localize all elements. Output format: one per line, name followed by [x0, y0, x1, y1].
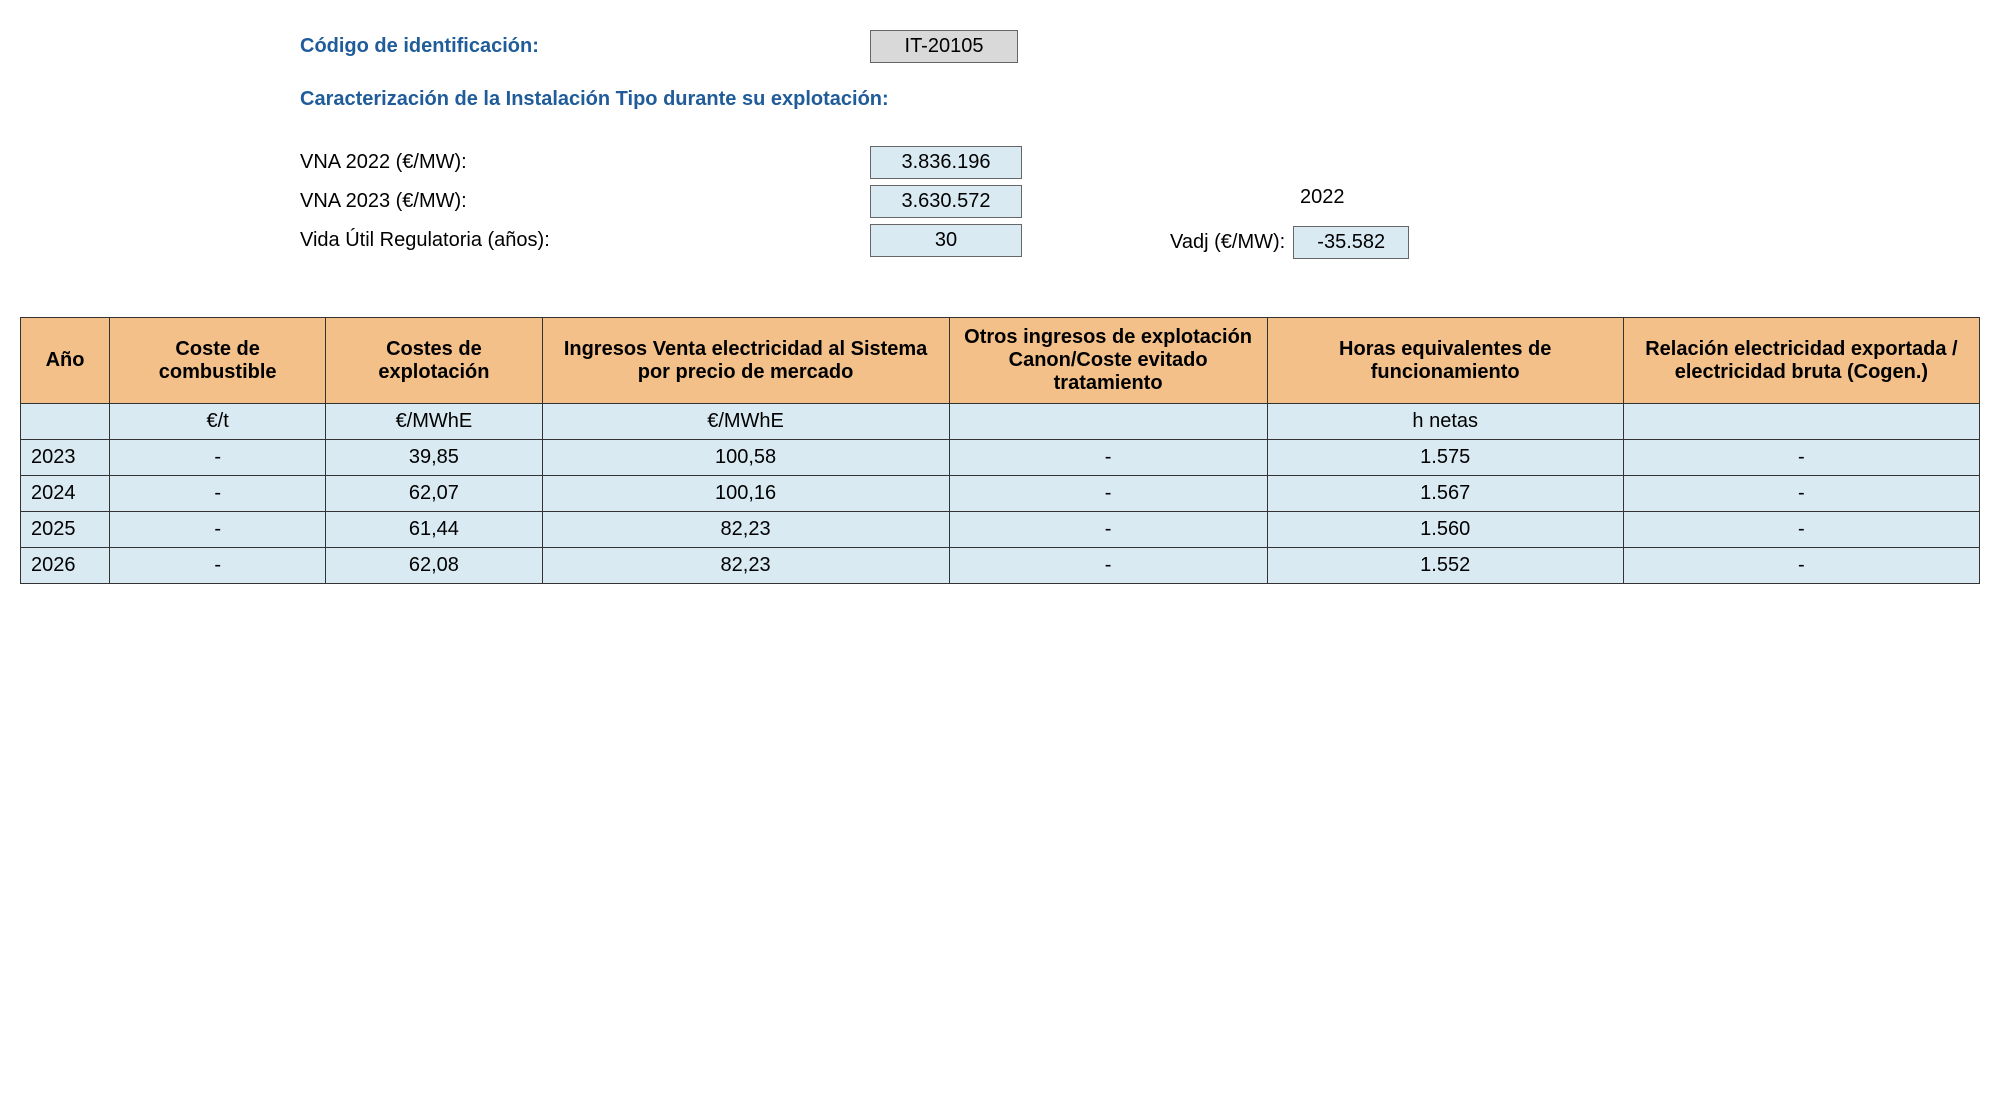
data-table: Año Coste de combustible Costes de explo…: [20, 317, 1980, 584]
vna2023-value: 3.630.572: [870, 185, 1022, 218]
vadj-block: Vadj (€/MW): -35.582: [1170, 226, 1409, 259]
table-row: 2023-39,85100,58-1.575-: [21, 440, 1980, 476]
vna2022-value: 3.836.196: [870, 146, 1022, 179]
vna2023-label: VNA 2023 (€/MW):: [300, 190, 870, 213]
table-cell: 2023: [21, 440, 110, 476]
table-cell: -: [110, 440, 326, 476]
header-block: Código de identificación: IT-20105 Carac…: [300, 30, 1980, 257]
table-cell: 1.575: [1267, 440, 1623, 476]
table-row: 2026-62,0882,23-1.552-: [21, 548, 1980, 584]
table-cell: 1.567: [1267, 476, 1623, 512]
unit-cell: h netas: [1267, 404, 1623, 440]
col-rev: Ingresos Venta electricidad al Sistema p…: [542, 318, 949, 404]
table-cell: -: [949, 548, 1267, 584]
table-cell: -: [1623, 548, 1979, 584]
unit-cell: [21, 404, 110, 440]
unit-cell: €/t: [110, 404, 326, 440]
table-cell: -: [949, 476, 1267, 512]
unit-cell: €/MWhE: [326, 404, 542, 440]
unit-cell: €/MWhE: [542, 404, 949, 440]
vna2022-row: VNA 2022 (€/MW): 3.836.196: [300, 146, 1980, 179]
table-cell: 1.560: [1267, 512, 1623, 548]
unit-cell: [1623, 404, 1979, 440]
table-row: 2025-61,4482,23-1.560-: [21, 512, 1980, 548]
code-row: Código de identificación: IT-20105: [300, 30, 1980, 63]
vadj-label: Vadj (€/MW):: [1170, 231, 1285, 254]
col-hours: Horas equivalentes de funcionamiento: [1267, 318, 1623, 404]
table-cell: 62,08: [326, 548, 542, 584]
unit-cell: [949, 404, 1267, 440]
table-cell: 100,58: [542, 440, 949, 476]
code-value: IT-20105: [870, 30, 1018, 63]
table-cell: 100,16: [542, 476, 949, 512]
code-label: Código de identificación:: [300, 35, 870, 58]
col-year: Año: [21, 318, 110, 404]
col-fuel: Coste de combustible: [110, 318, 326, 404]
params-block: VNA 2022 (€/MW): 3.836.196 VNA 2023 (€/M…: [300, 146, 1980, 257]
table-cell: 82,23: [542, 548, 949, 584]
table-cell: 1.552: [1267, 548, 1623, 584]
life-value: 30: [870, 224, 1022, 257]
table-cell: -: [110, 548, 326, 584]
subtitle: Caracterización de la Instalación Tipo d…: [300, 88, 1980, 111]
table-cell: -: [1623, 476, 1979, 512]
table-cell: -: [110, 476, 326, 512]
table-cell: 82,23: [542, 512, 949, 548]
table-cell: -: [949, 440, 1267, 476]
col-opex: Costes de explotación: [326, 318, 542, 404]
life-row: Vida Útil Regulatoria (años): 30: [300, 224, 1980, 257]
table-cell: -: [110, 512, 326, 548]
life-label: Vida Útil Regulatoria (años):: [300, 229, 870, 252]
table-cell: 2025: [21, 512, 110, 548]
table-cell: -: [1623, 440, 1979, 476]
table-cell: 2024: [21, 476, 110, 512]
col-ratio: Relación electricidad exportada / electr…: [1623, 318, 1979, 404]
table-cell: -: [949, 512, 1267, 548]
units-row: €/t €/MWhE €/MWhE h netas: [21, 404, 1980, 440]
reference-year: 2022: [1300, 186, 1345, 209]
table-row: 2024-62,07100,16-1.567-: [21, 476, 1980, 512]
col-other: Otros ingresos de explotación Canon/Cost…: [949, 318, 1267, 404]
table-cell: 2026: [21, 548, 110, 584]
vadj-value: -35.582: [1293, 226, 1409, 259]
table-header-row: Año Coste de combustible Costes de explo…: [21, 318, 1980, 404]
vna2023-row: VNA 2023 (€/MW): 3.630.572: [300, 185, 1980, 218]
vna2022-label: VNA 2022 (€/MW):: [300, 151, 870, 174]
table-cell: 61,44: [326, 512, 542, 548]
table-cell: -: [1623, 512, 1979, 548]
table-cell: 39,85: [326, 440, 542, 476]
table-cell: 62,07: [326, 476, 542, 512]
table-body: €/t €/MWhE €/MWhE h netas 2023-39,85100,…: [21, 404, 1980, 584]
